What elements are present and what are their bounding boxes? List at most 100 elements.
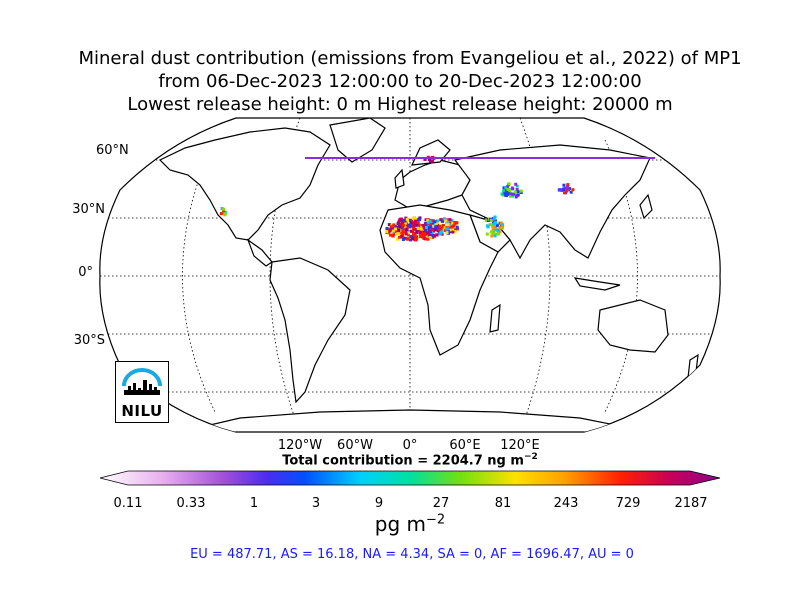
plume-cell	[439, 228, 443, 232]
plume-cell	[413, 227, 417, 231]
plume-cell	[441, 223, 445, 227]
plume-cell	[441, 219, 445, 223]
plume-cell	[435, 221, 438, 225]
colorbar	[99, 470, 721, 486]
plume-cell	[415, 236, 419, 240]
plume-cell	[400, 235, 404, 238]
plume-cell	[408, 225, 412, 229]
plume-cell	[497, 229, 500, 233]
plume-cell	[434, 225, 438, 229]
plume-cell	[507, 182, 511, 186]
plume-cell	[426, 219, 430, 223]
plume-cell	[441, 225, 445, 229]
plume-cell	[445, 231, 449, 235]
plume-cell	[502, 186, 506, 190]
plume-cell	[385, 230, 389, 234]
plume-cell	[455, 225, 459, 229]
plume-cell	[415, 223, 419, 227]
plume-cell	[397, 228, 401, 232]
plume-cell	[421, 235, 425, 239]
plume-cell	[416, 227, 420, 231]
plume-cell	[398, 231, 402, 235]
plume-cell	[515, 187, 519, 191]
plume-cell	[418, 216, 422, 220]
plume-cell	[452, 224, 456, 228]
plume-cell	[562, 188, 565, 192]
plume-cell	[428, 236, 432, 240]
plume-cell	[438, 225, 442, 229]
plume-cell	[417, 223, 421, 227]
north-america	[158, 127, 331, 241]
plume-cell	[508, 189, 512, 193]
plume-cell	[510, 186, 514, 190]
plume-cell	[223, 212, 227, 216]
plume-cell	[443, 226, 447, 230]
plume-cell	[493, 216, 496, 220]
plume-cell	[403, 219, 407, 223]
plume-cell	[456, 227, 459, 231]
plume-cell	[506, 192, 510, 196]
plume-cell	[512, 192, 516, 196]
plume-cell	[412, 226, 416, 230]
plume-cell	[417, 218, 421, 222]
plume-cell	[401, 223, 405, 227]
plume-cell	[515, 184, 519, 188]
colorbar-tick: 3	[311, 496, 321, 511]
lat-label-30s: 30°S	[73, 333, 105, 348]
plume-cell	[406, 219, 409, 223]
colorbar-tick: 2187	[674, 496, 708, 511]
plume-cell	[501, 223, 505, 227]
plume-cell	[448, 218, 452, 222]
nilu-logo: NILU	[115, 361, 169, 423]
plume-cell	[500, 192, 504, 196]
plume-cell	[491, 226, 495, 230]
plume-cell	[436, 226, 440, 230]
plume-cell	[510, 192, 514, 196]
plume-cell	[389, 227, 393, 231]
plume-cell	[439, 218, 443, 222]
plume-cell	[418, 230, 422, 234]
plume-cell	[411, 219, 415, 223]
plume-cell	[448, 221, 452, 225]
plume-cell	[569, 190, 573, 194]
plume-cell	[431, 159, 435, 163]
plume-cell	[510, 194, 514, 198]
plume-cell	[453, 225, 457, 229]
lon-label-120e: 120°E	[500, 438, 540, 453]
plume-cell	[488, 223, 492, 227]
plume-cell	[407, 233, 410, 237]
plume-cell	[435, 233, 439, 237]
colorbar-tick: 81	[494, 496, 512, 511]
map-title-line2: from 06-Dec-2023 12:00:00 to 20-Dec-2023…	[158, 71, 642, 92]
plume-cell	[393, 229, 397, 233]
plume-cell	[484, 219, 488, 223]
plume-cell	[503, 192, 507, 196]
dust-plume	[219, 155, 655, 242]
plume-cell	[455, 221, 459, 225]
logo-text: NILU	[121, 402, 163, 420]
plume-cell	[392, 226, 396, 230]
plume-cell	[451, 221, 455, 225]
plume-cell	[422, 223, 426, 227]
plume-cell	[514, 182, 518, 186]
lat-label-60n: 60°N	[96, 143, 129, 158]
plume-cell	[567, 188, 570, 192]
plume-cell	[429, 222, 432, 226]
plume-cell	[566, 183, 570, 187]
greenland	[329, 118, 386, 163]
plume-cell	[446, 219, 450, 223]
plume-cell	[428, 158, 431, 162]
plume-cell	[412, 224, 416, 228]
plume-cell	[498, 226, 502, 230]
plume-cell	[397, 220, 401, 224]
lon-label-60e: 60°E	[449, 438, 481, 453]
plume-cell	[219, 212, 223, 216]
plume-cell	[486, 225, 490, 229]
plume-cell	[516, 190, 520, 194]
plume-cell	[409, 235, 413, 238]
plume-cell	[403, 225, 407, 229]
plume-cell	[434, 228, 437, 232]
plume-cell	[506, 187, 510, 191]
plume-cell	[426, 221, 430, 225]
